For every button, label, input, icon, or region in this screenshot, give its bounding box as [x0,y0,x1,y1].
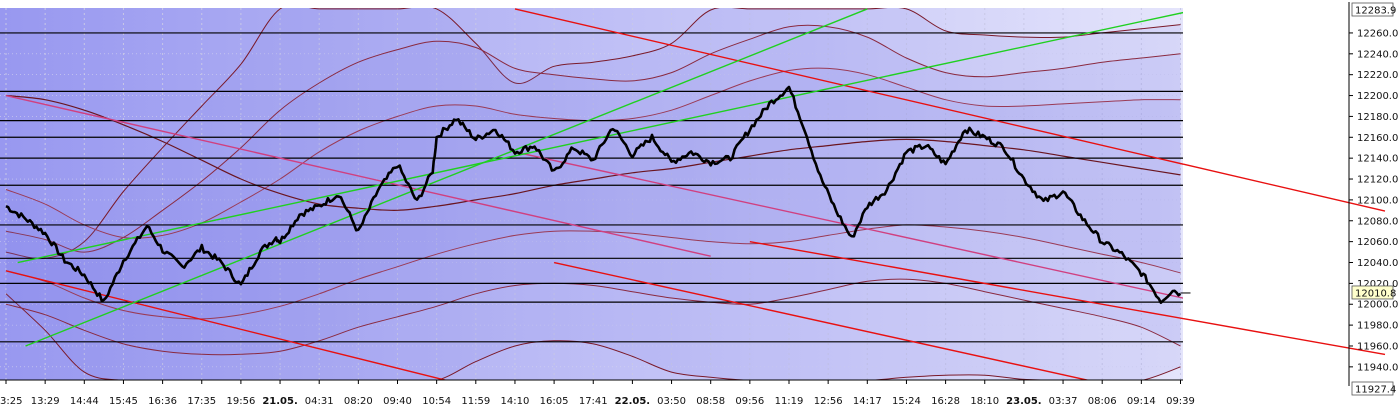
y-tick-label: 12240.0 [1357,49,1398,60]
trendline [25,8,868,347]
y-tick-label: 12220.0 [1357,70,1398,81]
band-upper-line [5,24,1181,253]
y-tick-label: 11960.0 [1357,341,1398,352]
x-tick-label: 11:59 [461,396,490,407]
x-tick-label: 09:14 [1127,396,1156,407]
x-tick-label: 14:17 [853,396,882,407]
x-tick-label: 08:06 [1088,396,1117,407]
x-tick-label: 17:35 [187,396,216,407]
price-line [5,85,1182,304]
band-fill [6,8,1181,380]
x-tick-label: 17:41 [579,396,608,407]
y-tick-label: 12020.0 [1357,279,1398,290]
y-tick-label: 12080.0 [1357,216,1398,227]
trendline [5,270,448,380]
y-tick-label: 12000.0 [1357,300,1398,311]
y-high-label-box [1351,2,1394,17]
x-tick-label: 09:40 [383,396,412,407]
x-tick-label: 22.05. [615,396,650,407]
x-tick-label: 03:50 [657,396,686,407]
x-tick-label: 13:29 [31,396,60,407]
x-tick-label: 23.05. [1006,396,1041,407]
x-tick-label: 16:28 [931,396,960,407]
y-tick-label: 12060.0 [1357,237,1398,248]
band-fill [6,68,1181,319]
x-tick-label: 3:25 [0,396,22,407]
y-low-label: 11927.4 [1355,385,1396,396]
y-tick-label: 11980.0 [1357,321,1398,332]
y-low-label-box [1351,381,1394,396]
x-tick-label: 15:24 [892,396,921,407]
y-tick-label: 12040.0 [1357,258,1398,269]
x-tick-label: 09:39 [1166,396,1195,407]
trendline [514,151,1183,299]
x-tick-label: 12:56 [814,396,843,407]
x-tick-label: 21.05. [262,396,297,407]
band-layer [5,8,1181,380]
x-tick-label: 18:10 [970,396,999,407]
band-fill [6,25,1181,355]
x-tick-label: 19:56 [226,396,255,407]
trendline-layer [5,8,1183,380]
trendline [514,8,1183,165]
trendline [5,94,711,257]
trendline-extension [1182,317,1386,356]
x-tick-label: 11:19 [775,396,804,407]
price-layer [5,85,1182,304]
moving-average-line [5,94,1181,211]
y-tick-label: 12200.0 [1357,91,1398,102]
y-tick-label: 12100.0 [1357,195,1398,206]
x-tick-label: 16:05 [540,396,569,407]
y-tick-label: 12140.0 [1357,154,1398,165]
y-tick-label: 11940.0 [1357,362,1398,373]
x-tick-label: 03:37 [1049,396,1078,407]
y-high-label: 12283.9 [1355,6,1396,17]
x-tick-label: 08:58 [696,396,725,407]
y-tick-label: 12120.0 [1357,175,1398,186]
x-tick-label: 04:31 [305,396,334,407]
x-tick-label: 16:36 [148,396,177,407]
x-tick-label: 10:54 [422,396,451,407]
level-layer [0,32,1183,343]
x-tick-label: 09:56 [735,396,764,407]
trendline [749,240,1183,320]
x-tick-label: 15:45 [109,396,138,407]
y-tick-label: 12160.0 [1357,133,1398,144]
current-price-label-box [1351,285,1394,300]
current-price-label: 12010.8 [1355,288,1396,299]
y-tick-label: 12180.0 [1357,112,1398,123]
x-tick-label: 08:20 [344,396,373,407]
x-tick-label: 14:44 [70,396,99,407]
trendline [553,261,1091,380]
band-upper-line [5,8,1181,260]
band-lower-line [5,278,1181,356]
x-tick-label: 14:10 [501,396,530,407]
y-tick-label: 12260.0 [1357,28,1398,39]
band-lower-line [5,293,1181,380]
trendline-extension [1182,163,1386,212]
